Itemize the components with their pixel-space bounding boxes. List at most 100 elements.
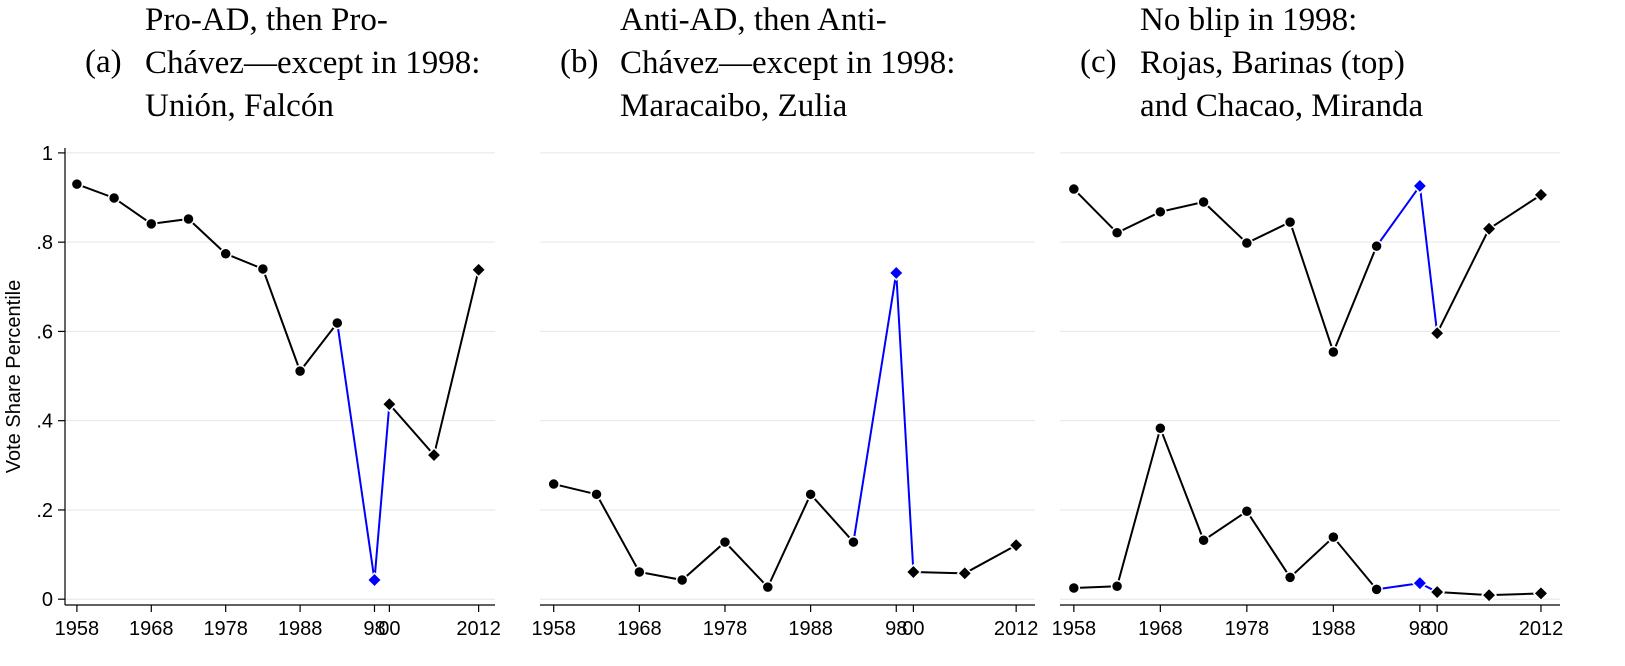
chart-title-line: Chávez—except in 1998: [145, 45, 480, 81]
chart-title-line: Unión, Falcón [145, 88, 334, 124]
panel-label: (a) [85, 44, 122, 80]
chart-title-line: and Chacao, Miranda [1140, 88, 1423, 124]
y-tick-label: .8 [36, 232, 53, 254]
x-tick-label: 1968 [1138, 618, 1183, 640]
point [905, 563, 922, 581]
series-line [336, 322, 391, 581]
point [1532, 186, 1550, 203]
panel-label: (c) [1080, 44, 1117, 80]
point [718, 535, 732, 549]
x-tick-label: 2012 [994, 618, 1039, 640]
x-tick-label: 98 [1409, 618, 1431, 640]
x-tick-label: 1978 [703, 618, 748, 640]
panel: (a) Pro-AD, then Pro- Chávez—except in 199… [3, 2, 501, 640]
y-tick-label: 0 [42, 589, 53, 611]
point [1283, 571, 1297, 584]
x-tick-label: 00 [1426, 618, 1448, 640]
point [1411, 177, 1428, 194]
x-tick-label: 1968 [129, 618, 174, 640]
x-tick-label: 1988 [1311, 618, 1356, 640]
point [219, 247, 232, 261]
x-tick-label: 00 [902, 618, 924, 640]
x-tick-label: 00 [378, 618, 400, 640]
point [70, 177, 84, 191]
point [1154, 422, 1167, 435]
chart-title-line: Maracaibo, Zulia [620, 88, 848, 124]
point [145, 217, 158, 231]
point [1481, 220, 1498, 237]
point [1411, 575, 1428, 592]
chart-title-line: Anti-AD, then Anti- [620, 2, 887, 38]
point [1532, 585, 1550, 602]
point [1370, 583, 1383, 596]
point [1327, 530, 1340, 544]
y-tick-label: .2 [36, 500, 53, 522]
point [1154, 205, 1167, 219]
point [1240, 236, 1254, 250]
point [256, 262, 270, 276]
point [1429, 583, 1446, 601]
series-line [852, 272, 915, 573]
x-tick-label: 1978 [203, 618, 248, 640]
point [1283, 215, 1297, 229]
x-tick-label: 1988 [278, 618, 323, 640]
y-tick-label: .6 [36, 321, 53, 343]
point [1110, 226, 1124, 240]
point [590, 488, 603, 501]
x-tick-label: 1978 [1225, 618, 1270, 640]
point [956, 565, 973, 582]
point [1008, 537, 1025, 554]
x-tick-label: 1988 [788, 618, 833, 640]
x-tick-label: 1958 [55, 618, 100, 640]
panel: (b) Anti-AD, then Anti- Chávez—except in 1… [531, 2, 1038, 640]
point [331, 316, 344, 330]
point [1327, 345, 1340, 359]
point [425, 446, 443, 464]
series-line [1376, 582, 1438, 593]
chart-title-line: Rojas, Barinas (top) [1140, 45, 1405, 81]
point [1067, 182, 1081, 196]
point [633, 565, 646, 579]
point [1370, 239, 1383, 253]
point [675, 573, 689, 587]
x-tick-label: 98 [885, 618, 907, 640]
point [888, 264, 905, 282]
y-tick-label: .4 [36, 411, 53, 433]
y-axis-label: Vote Share Percentile [3, 280, 25, 473]
y-tick-label: 1 [42, 143, 53, 165]
panel: (c) No blip in 1998: Rojas, Barinas (top) a… [1052, 2, 1564, 640]
chart-title-line: No blip in 1998: [1140, 2, 1357, 38]
chart-title-line: Chávez—except in 1998: [620, 45, 955, 81]
series-line [388, 269, 480, 458]
x-tick-label: 2012 [456, 618, 501, 640]
x-tick-label: 1958 [1052, 618, 1097, 640]
point [107, 191, 121, 205]
point [1429, 325, 1446, 342]
series-line [1375, 183, 1439, 334]
point [847, 535, 860, 549]
point [1110, 580, 1124, 593]
point [182, 212, 195, 226]
series-line [553, 483, 855, 589]
x-tick-label: 1958 [531, 618, 576, 640]
x-tick-label: 2012 [1519, 618, 1564, 640]
point [547, 477, 560, 491]
x-tick-label: 98 [363, 618, 385, 640]
chart-title-line: Pro-AD, then Pro- [145, 2, 388, 38]
panel-label: (b) [560, 44, 598, 80]
point [381, 396, 398, 413]
point [1197, 534, 1210, 547]
series-line [1073, 188, 1378, 355]
series-line [1073, 425, 1378, 591]
point [1240, 505, 1254, 518]
point [293, 364, 307, 378]
point [366, 571, 383, 589]
point [804, 488, 817, 501]
series-line [1436, 194, 1542, 334]
point [761, 580, 775, 594]
point [1481, 587, 1498, 604]
point [470, 261, 487, 278]
point [1197, 195, 1210, 209]
series-line [76, 183, 339, 374]
